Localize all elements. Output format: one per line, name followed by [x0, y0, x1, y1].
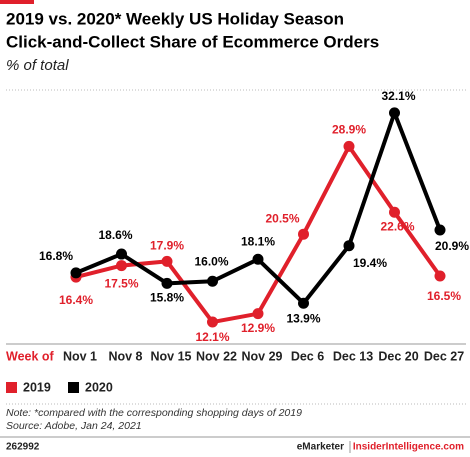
- point: [343, 240, 355, 252]
- point: [298, 228, 309, 240]
- point: [434, 224, 446, 236]
- x-tick-label: Nov 22: [196, 349, 237, 363]
- point: [207, 275, 218, 287]
- value-label: 22.6%: [380, 219, 414, 233]
- chart-subtitle: % of total: [6, 57, 69, 74]
- point: [343, 140, 355, 152]
- chart-title: Click-and-Collect Share of Ecommerce Ord…: [6, 32, 379, 51]
- value-label: 16.0%: [194, 254, 228, 268]
- chart-title: 2019 vs. 2020* Weekly US Holiday Season: [6, 9, 344, 28]
- value-label: 16.4%: [59, 293, 93, 307]
- x-tick-label: Nov 8: [108, 349, 142, 363]
- value-label: 16.8%: [39, 249, 73, 263]
- value-label: 20.9%: [435, 239, 469, 253]
- value-label: 20.5%: [265, 211, 299, 225]
- brand: InsiderIntelligence.com: [353, 442, 464, 453]
- x-tick-label: Nov 29: [242, 349, 283, 363]
- value-label: 19.4%: [353, 256, 387, 270]
- point: [434, 270, 446, 282]
- x-tick-label: Nov 15: [151, 349, 192, 363]
- point: [252, 253, 264, 265]
- legend-label: 2019: [23, 380, 51, 394]
- value-label: 17.5%: [104, 277, 138, 291]
- value-label: 17.9%: [150, 239, 184, 253]
- value-label: 12.9%: [241, 321, 275, 335]
- chart-id: 262992: [6, 442, 40, 453]
- note: Note: *compared with the corresponding s…: [6, 407, 302, 419]
- point: [389, 206, 400, 218]
- value-label: 16.5%: [427, 289, 461, 303]
- value-label: 32.1%: [381, 89, 415, 103]
- point: [252, 308, 264, 320]
- series-line: [75, 110, 442, 306]
- value-label: 15.8%: [150, 291, 184, 305]
- accent-bar: [0, 0, 34, 4]
- point: [116, 260, 127, 272]
- x-axis-label: Week of: [6, 349, 55, 363]
- point: [161, 277, 173, 289]
- point: [207, 316, 218, 328]
- source: Source: Adobe, Jan 24, 2021: [6, 420, 142, 432]
- value-label: 12.1%: [195, 330, 229, 344]
- point: [70, 267, 82, 279]
- x-tick-label: Dec 6: [291, 349, 324, 363]
- legend-swatch: [6, 382, 17, 393]
- legend-label: 2020: [85, 380, 113, 394]
- value-label: 18.6%: [98, 228, 132, 242]
- point: [116, 248, 127, 260]
- x-tick-label: Dec 27: [424, 349, 464, 363]
- value-label: 28.9%: [332, 123, 366, 137]
- point: [389, 107, 400, 119]
- brand: eMarketer: [297, 442, 344, 453]
- point: [298, 297, 309, 309]
- point: [161, 255, 173, 267]
- value-label: 13.9%: [286, 311, 320, 325]
- x-tick-label: Nov 1: [63, 349, 97, 363]
- x-tick-label: Dec 20: [378, 349, 418, 363]
- legend-swatch: [68, 382, 79, 393]
- value-label: 18.1%: [241, 234, 275, 248]
- x-tick-label: Dec 13: [333, 349, 373, 363]
